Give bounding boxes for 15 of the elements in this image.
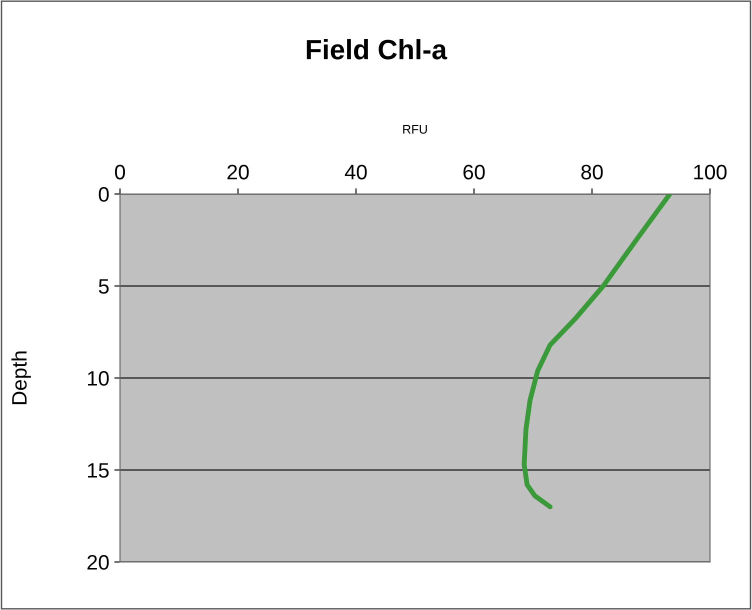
x-tick-label: 100 bbox=[694, 164, 727, 180]
y-tick-label: 15 bbox=[88, 463, 109, 478]
y-tick-label: 10 bbox=[88, 371, 109, 386]
y-tick-label: 5 bbox=[98, 279, 109, 294]
x-tick-label: 0 bbox=[115, 164, 125, 180]
chart-title: Field Chl-a bbox=[306, 39, 448, 60]
y-axis-title: Depth bbox=[11, 352, 31, 404]
x-tick-label: 40 bbox=[344, 164, 367, 180]
x-tick-label: 80 bbox=[581, 164, 603, 180]
y-tick-label: 20 bbox=[87, 555, 109, 570]
y-tick-label: 0 bbox=[98, 187, 109, 202]
x-tick-label: 20 bbox=[227, 164, 249, 180]
x-axis-title: RFU bbox=[403, 125, 427, 134]
x-tick-label: 60 bbox=[463, 164, 485, 180]
line-series bbox=[522, 194, 672, 510]
